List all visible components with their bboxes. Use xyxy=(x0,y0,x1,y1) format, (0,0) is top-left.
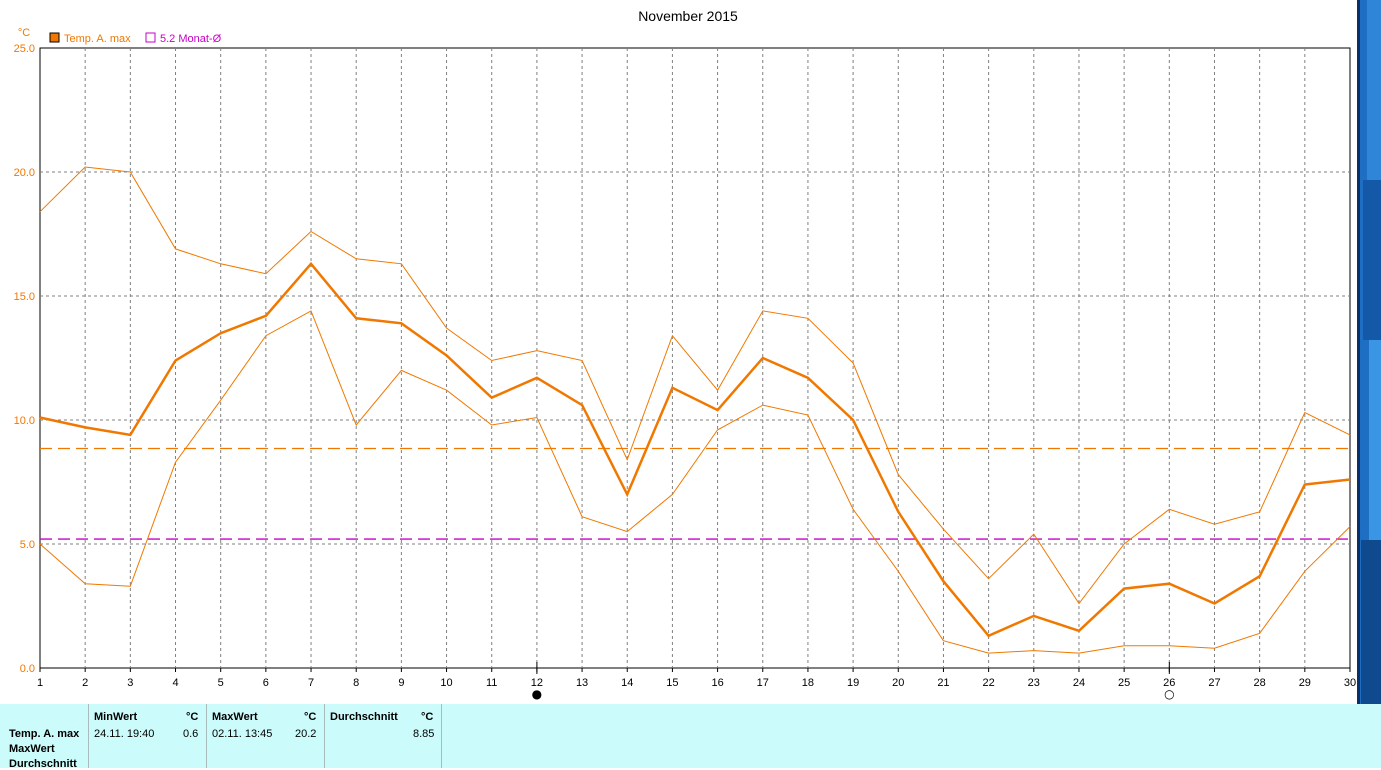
legend: Temp. A. max 5.2 Monat-Ø xyxy=(49,32,222,45)
chart-area: November 2015 °C Temp. A. max 5.2 Monat-… xyxy=(14,8,1357,701)
x-tick-label: 11 xyxy=(486,677,497,689)
y-tick-label: 15.0 xyxy=(14,291,35,303)
y-tick-label: 20.0 xyxy=(14,167,35,179)
y-tick-label: 25.0 xyxy=(14,43,35,55)
grid xyxy=(40,48,1350,668)
x-tick-label: 1 xyxy=(37,677,43,689)
max-header: MaxWert xyxy=(212,711,258,723)
y-tick-label: 5.0 xyxy=(20,539,35,551)
stats-divider xyxy=(206,704,207,768)
reference-lines xyxy=(40,447,1350,540)
max-unit: °C xyxy=(304,711,317,723)
min-unit: °C xyxy=(186,711,199,723)
x-tick-label: 24 xyxy=(1073,677,1085,689)
x-tick-label: 22 xyxy=(982,677,994,689)
x-tick-label: 28 xyxy=(1254,677,1266,689)
x-tick-label: 18 xyxy=(802,677,814,689)
x-tick-label: 6 xyxy=(263,677,269,689)
chart-title: November 2015 xyxy=(638,8,738,24)
x-tick-label: 2 xyxy=(82,677,88,689)
x-tick-label: 23 xyxy=(1028,677,1040,689)
avg-value: 8.85 xyxy=(413,728,435,740)
y-tick-labels: 0.0 5.0 10.0 15.0 20.0 25.0 xyxy=(14,43,35,675)
stats-row-label-temp-max: Temp. A. max xyxy=(9,728,80,740)
series-line xyxy=(39,166,1351,605)
x-tick-label: 4 xyxy=(172,677,178,689)
x-tick-label: 16 xyxy=(711,677,723,689)
legend-label-monthly-avg: 5.2 Monat-Ø xyxy=(160,33,222,45)
x-tick-label: 14 xyxy=(621,677,633,689)
min-header: MinWert xyxy=(94,711,138,723)
max-value: 20.2 xyxy=(295,728,317,740)
series-line xyxy=(39,310,1351,654)
stats-row-label-maxwert: MaxWert xyxy=(9,743,55,755)
stats-divider xyxy=(88,704,89,768)
x-tick-label: 21 xyxy=(937,677,949,689)
legend-swatch-monthly-avg xyxy=(145,32,156,43)
legend-swatch-temp-max xyxy=(49,32,60,43)
moon-phase-icon: ○ xyxy=(1164,687,1174,701)
avg-header: Durchschnitt xyxy=(330,711,398,723)
y-axis-unit-label: °C xyxy=(18,27,30,39)
x-tick-label: 3 xyxy=(127,677,133,689)
x-tick-label: 30 xyxy=(1344,677,1356,689)
x-tick-label: 7 xyxy=(308,677,314,689)
moon-phase-icon: ● xyxy=(532,687,542,701)
min-datetime: 24.11. 19:40 xyxy=(94,728,155,740)
x-tick-labels: 1 2 3 4 5 6 7 8 9 10 11 12 13 14 15 16 17 18 19 20 21 22 23 24 2… xyxy=(37,668,1356,689)
x-tick-label: 10 xyxy=(440,677,452,689)
x-tick-label: 13 xyxy=(576,677,588,689)
x-tick-label: 12 xyxy=(531,677,543,689)
stats-divider xyxy=(441,704,442,768)
x-tick-label: 5 xyxy=(218,677,224,689)
x-tick-label: 29 xyxy=(1299,677,1311,689)
series-line xyxy=(39,261,1351,638)
x-tick-label: 17 xyxy=(757,677,769,689)
series-lines xyxy=(39,166,1351,654)
x-tick-label: 19 xyxy=(847,677,859,689)
stats-row-label-durchschnitt: Durchschnitt xyxy=(9,758,77,770)
plot-frame xyxy=(39,47,1351,669)
avg-unit: °C xyxy=(421,711,434,723)
x-tick-label: 27 xyxy=(1208,677,1220,689)
x-tick-label: 15 xyxy=(666,677,678,689)
max-datetime: 02.11. 13:45 xyxy=(212,728,273,740)
x-tick-label: 9 xyxy=(398,677,404,689)
x-tick-label: 8 xyxy=(353,677,359,689)
y-tick-label: 0.0 xyxy=(20,663,35,675)
y-tick-label: 10.0 xyxy=(14,415,35,427)
x-tick-label: 20 xyxy=(892,677,904,689)
stats-divider xyxy=(324,704,325,768)
moon-phase-markers: ● ○ xyxy=(532,662,1175,701)
min-value: 0.6 xyxy=(183,728,199,740)
x-tick-label: 25 xyxy=(1118,677,1130,689)
x-tick-label: 26 xyxy=(1163,677,1175,689)
desktop-background xyxy=(1357,0,1381,704)
statistics-panel: Temp. A. max MaxWert Durchschnitt MinWer… xyxy=(0,704,1381,770)
legend-label-temp-max: Temp. A. max xyxy=(64,33,131,45)
